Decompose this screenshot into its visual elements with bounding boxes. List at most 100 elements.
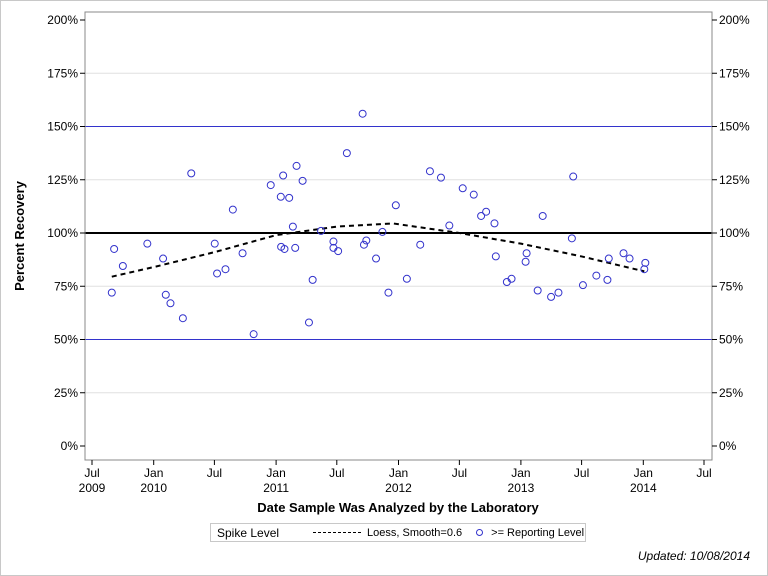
data-point — [266, 181, 275, 190]
data-point — [285, 193, 294, 202]
data-point — [213, 269, 222, 278]
data-point — [603, 275, 612, 284]
data-point — [372, 254, 381, 263]
legend-spike-level: Spike Level — [217, 525, 280, 540]
data-point — [469, 190, 478, 199]
legend-loess-swatch — [313, 532, 362, 533]
x-tick-label: Jul — [329, 466, 344, 480]
data-point — [384, 288, 393, 297]
data-point — [641, 258, 650, 267]
y-tick-label-right: 75% — [719, 279, 743, 293]
y-tick-label-right: 25% — [719, 386, 743, 400]
data-point — [178, 314, 187, 323]
data-point — [604, 254, 613, 263]
data-point — [578, 281, 587, 290]
y-tick-label-right: 150% — [719, 120, 750, 134]
y-tick-label: 125% — [47, 173, 78, 187]
data-point — [238, 249, 247, 258]
data-point — [107, 288, 116, 297]
x-tick-label: Jul — [207, 466, 222, 480]
x-tick-label: Jan — [144, 466, 163, 480]
data-point — [482, 207, 491, 216]
data-point — [228, 205, 237, 214]
x-tick-label: Jul — [84, 466, 99, 480]
data-point — [554, 288, 563, 297]
data-point — [276, 192, 285, 201]
updated-date: Updated: 10/08/2014 — [637, 549, 750, 563]
data-point — [522, 249, 531, 258]
y-tick-label: 200% — [47, 13, 78, 27]
data-point — [569, 172, 578, 181]
y-tick-label-right: 125% — [719, 173, 750, 187]
data-point — [521, 257, 530, 266]
y-tick-label-right: 175% — [719, 66, 750, 80]
loess-line — [111, 222, 645, 278]
data-point — [161, 290, 170, 299]
x-tick-label: Jul — [574, 466, 589, 480]
data-point — [280, 244, 289, 253]
y-axis-label: Percent Recovery — [12, 180, 27, 291]
data-point — [416, 240, 425, 249]
y-tick-label-right: 100% — [719, 226, 750, 240]
legend-circle-icon — [476, 529, 484, 536]
x-tick-label: Jul — [696, 466, 711, 480]
y-tick-label: 100% — [47, 226, 78, 240]
data-point — [567, 234, 576, 243]
data-point — [329, 237, 338, 246]
x-tick-year-label: 2013 — [508, 481, 535, 495]
data-point — [445, 221, 454, 230]
data-point — [291, 243, 300, 252]
data-point — [342, 149, 351, 158]
data-point — [359, 240, 368, 249]
data-point — [491, 252, 500, 261]
data-point — [317, 226, 326, 235]
x-tick-label: Jan — [511, 466, 530, 480]
data-point — [640, 265, 649, 274]
y-tick-label: 75% — [54, 279, 78, 293]
data-point — [292, 161, 301, 170]
x-tick-year-label: 2009 — [79, 481, 106, 495]
data-point — [538, 211, 547, 220]
data-point — [304, 318, 313, 327]
x-tick-label: Jul — [452, 466, 467, 480]
y-tick-label-right: 50% — [719, 333, 743, 347]
data-point — [221, 265, 230, 274]
data-point — [592, 271, 601, 280]
y-tick-label: 175% — [47, 66, 78, 80]
data-point — [425, 167, 434, 176]
data-point — [402, 274, 411, 283]
data-point — [249, 330, 258, 339]
x-tick-year-label: 2010 — [140, 481, 167, 495]
x-tick-label: Jan — [389, 466, 408, 480]
data-point — [118, 262, 127, 271]
y-tick-label-right: 0% — [719, 439, 737, 453]
x-tick-year-label: 2012 — [385, 481, 412, 495]
x-tick-year-label: 2014 — [630, 481, 657, 495]
y-tick-label: 50% — [54, 333, 78, 347]
data-point — [358, 109, 367, 118]
data-point — [362, 236, 371, 245]
data-point — [533, 286, 542, 295]
data-point — [458, 184, 467, 193]
x-tick-label: Jan — [266, 466, 285, 480]
data-point — [166, 299, 175, 308]
data-point — [436, 173, 445, 182]
data-point — [110, 244, 119, 253]
data-point — [547, 292, 556, 301]
data-point — [619, 249, 628, 258]
x-tick-label: Jan — [634, 466, 653, 480]
y-tick-label: 0% — [61, 439, 79, 453]
data-point — [288, 222, 297, 231]
data-point — [143, 239, 152, 248]
legend: Spike Level Loess, Smooth=0.6 >= Reporti… — [210, 523, 586, 542]
legend-points: >= Reporting Level — [491, 526, 585, 539]
data-point — [378, 227, 387, 236]
data-point — [159, 254, 168, 263]
x-tick-year-label: 2011 — [263, 481, 289, 495]
data-point — [334, 247, 343, 256]
data-point — [507, 274, 516, 283]
data-point — [391, 201, 400, 210]
y-tick-label: 25% — [54, 386, 78, 400]
